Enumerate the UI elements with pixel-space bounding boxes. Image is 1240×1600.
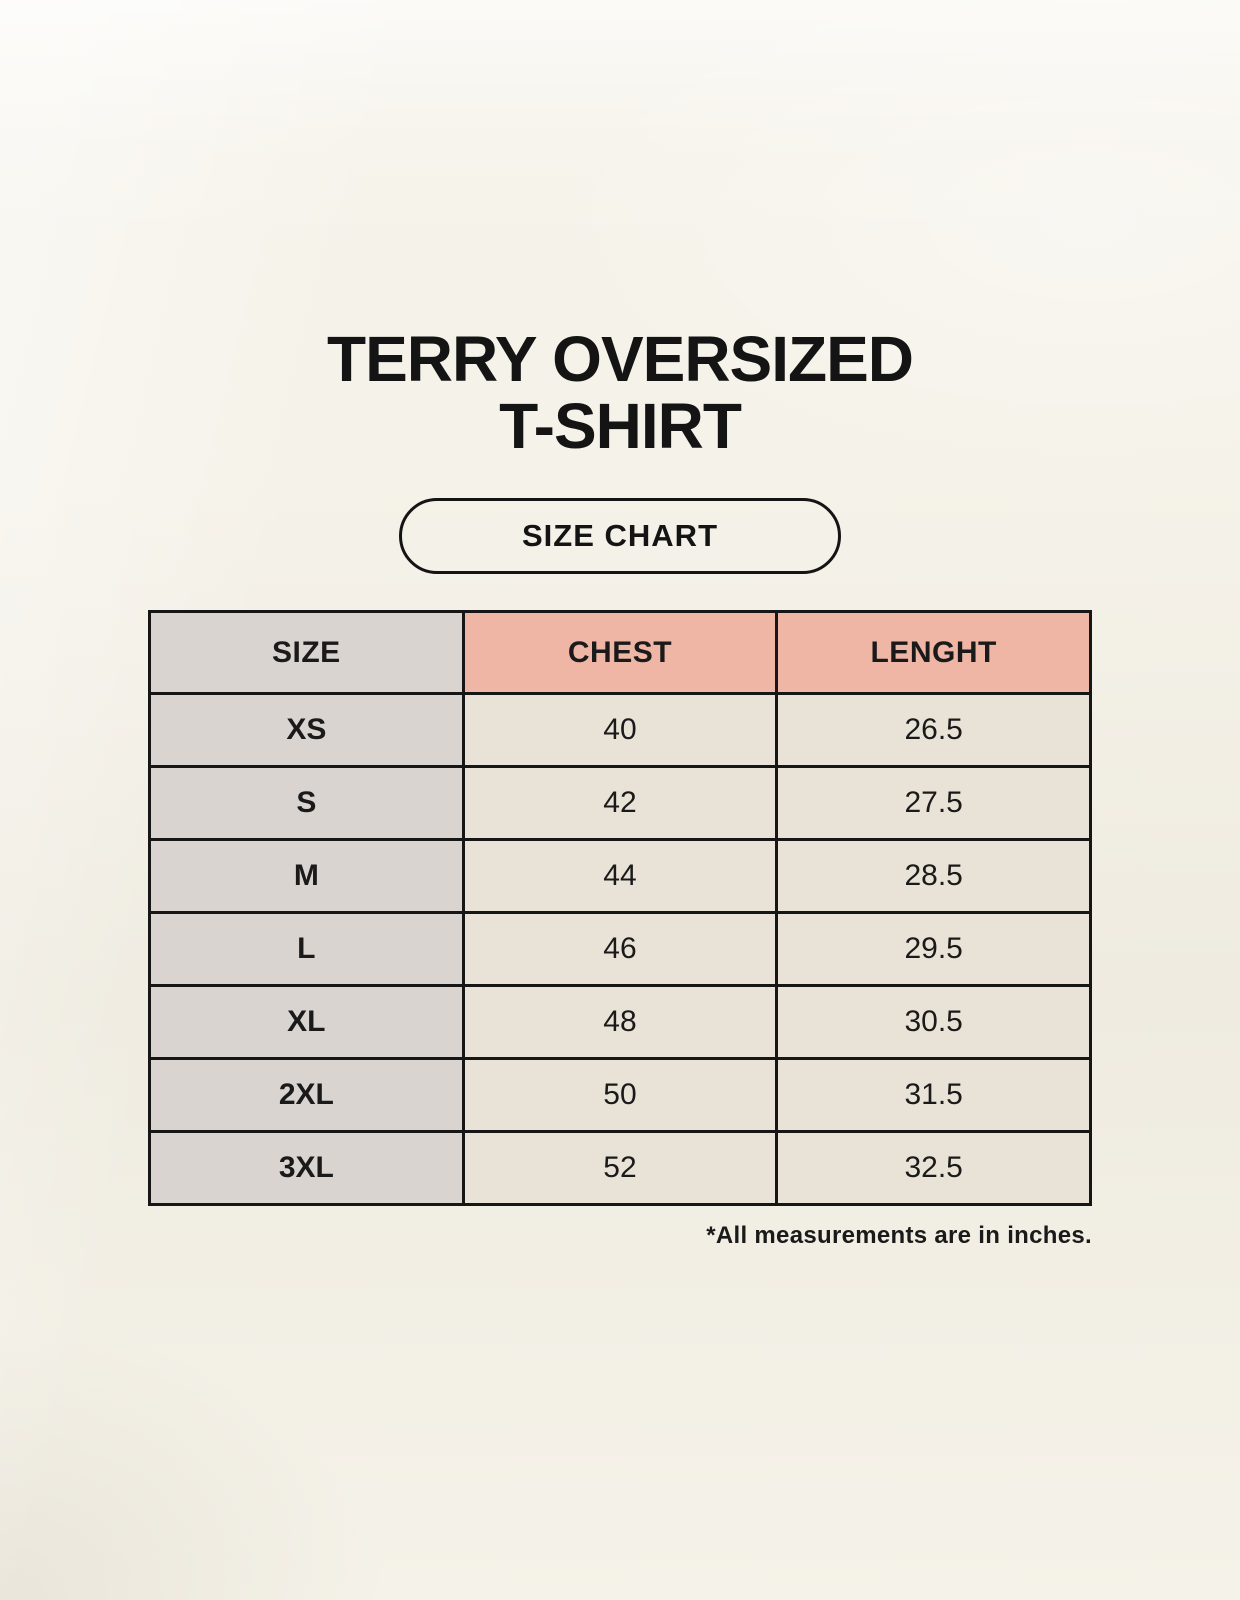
table-row: XS 40 26.5 <box>148 692 1092 768</box>
chest-value: 42 <box>461 765 779 841</box>
chest-value: 46 <box>461 911 779 987</box>
length-value: 26.5 <box>775 692 1092 768</box>
chest-value: 44 <box>461 838 779 914</box>
table-row: M 44 28.5 <box>148 838 1092 914</box>
length-value: 32.5 <box>775 1130 1092 1206</box>
size-label: 3XL <box>148 1130 465 1206</box>
table-row: 2XL 50 31.5 <box>148 1057 1092 1133</box>
column-header-length: LENGHT <box>775 610 1092 695</box>
measurements-footnote: *All measurements are in inches. <box>706 1222 1092 1249</box>
column-header-chest: CHEST <box>461 610 779 695</box>
table-row: L 46 29.5 <box>148 911 1092 987</box>
page-title: TERRY OVERSIZED T-SHIRT <box>0 326 1240 460</box>
size-label: XS <box>148 692 465 768</box>
chest-value: 50 <box>461 1057 779 1133</box>
size-label: M <box>148 838 465 914</box>
size-chart-button-label: SIZE CHART <box>522 518 718 553</box>
size-label: XL <box>148 984 465 1060</box>
chest-value: 48 <box>461 984 779 1060</box>
length-value: 27.5 <box>775 765 1092 841</box>
table-row: XL 48 30.5 <box>148 984 1092 1060</box>
table-row: S 42 27.5 <box>148 765 1092 841</box>
length-value: 28.5 <box>775 838 1092 914</box>
size-chart-table: SIZE CHEST LENGHT XS 40 26.5 S 42 27.5 M… <box>148 610 1092 1206</box>
page-title-line2: T-SHIRT <box>499 390 742 462</box>
length-value: 31.5 <box>775 1057 1092 1133</box>
length-value: 29.5 <box>775 911 1092 987</box>
column-header-size: SIZE <box>148 610 465 695</box>
chest-value: 52 <box>461 1130 779 1206</box>
size-label: L <box>148 911 465 987</box>
size-label: S <box>148 765 465 841</box>
header-row: SIZE CHEST LENGHT <box>148 610 1092 695</box>
size-chart-button[interactable]: SIZE CHART <box>399 498 841 574</box>
page-title-line1: TERRY OVERSIZED <box>327 323 914 395</box>
length-value: 30.5 <box>775 984 1092 1060</box>
table-row: 3XL 52 32.5 <box>148 1130 1092 1206</box>
chest-value: 40 <box>461 692 779 768</box>
size-label: 2XL <box>148 1057 465 1133</box>
